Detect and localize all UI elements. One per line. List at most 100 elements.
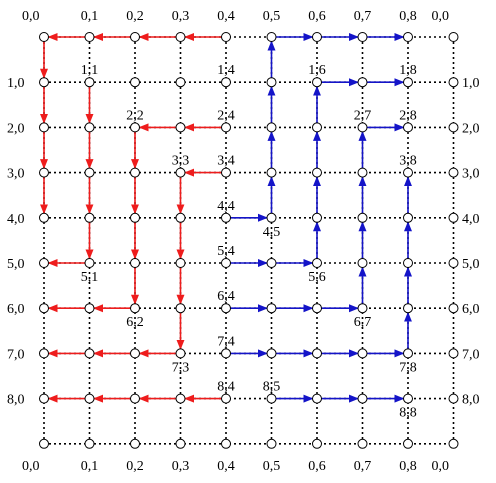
grid-node-5-4 [221, 258, 231, 268]
grid-node-6-9 [448, 303, 459, 314]
top-label-8: 0,8 [399, 9, 417, 24]
right-label-2: 2,0 [462, 121, 480, 136]
grid-node-6-5 [266, 303, 277, 314]
node-label-3-8: 3,8 [399, 154, 417, 169]
grid-node-8-8 [403, 393, 413, 404]
grid-node-5-0 [39, 258, 49, 268]
grid-node-3-4 [221, 167, 231, 178]
right-label-6: 6,0 [462, 302, 480, 317]
grid-node-1-2 [130, 77, 140, 88]
grid-node-4-6 [312, 212, 322, 223]
top-label-7: 0,7 [354, 9, 372, 24]
grid-node-6-3 [175, 303, 186, 314]
grid-node-4-0 [39, 212, 49, 223]
left-label-6: 6,0 [7, 302, 25, 317]
bottom-label-4: 0,4 [217, 459, 235, 474]
grid-node-8-7 [357, 393, 368, 404]
grid-node-8-9 [448, 393, 459, 404]
grid-node-4-4 [221, 212, 231, 223]
grid-node-8-3 [175, 393, 186, 404]
node-label-8-8: 8,8 [399, 406, 417, 421]
grid-node-9-0 [39, 438, 49, 449]
bottom-label-7: 0,7 [354, 459, 372, 474]
node-label-8-5: 8,5 [263, 380, 281, 395]
grid-node-4-3 [175, 212, 186, 223]
grid-node-4-5 [266, 212, 277, 223]
node-label-3-4: 3,4 [217, 154, 235, 169]
grid-node-4-2 [130, 212, 140, 223]
grid-nodes [39, 32, 459, 449]
node-label-4-4: 4,4 [217, 199, 235, 214]
grid-node-2-9 [448, 122, 459, 133]
left-label-8: 8,0 [7, 393, 25, 408]
grid-node-9-8 [403, 438, 413, 449]
grid-node-3-3 [175, 167, 186, 178]
right-label-3: 3,0 [462, 167, 480, 182]
node-label-1-6: 1,6 [308, 63, 326, 78]
grid-node-3-8 [403, 167, 413, 178]
top-label-4: 0,4 [217, 9, 235, 24]
grid-node-5-3 [175, 258, 186, 268]
grid-node-5-6 [312, 258, 322, 268]
top-label-9: 0,0 [432, 9, 450, 24]
grid-node-7-8 [403, 348, 413, 359]
grid-lines [43, 36, 455, 445]
node-label-5-6: 5,6 [308, 270, 326, 285]
grid-node-6-7 [357, 303, 368, 314]
grid-node-0-5 [266, 32, 277, 42]
grid-node-7-9 [448, 348, 459, 359]
grid-node-4-9 [448, 212, 459, 223]
grid-node-1-4 [221, 77, 231, 88]
grid-node-6-1 [84, 303, 95, 314]
grid-node-8-6 [312, 393, 322, 404]
bottom-label-1: 0,1 [81, 459, 99, 474]
node-label-1-4: 1,4 [217, 63, 235, 78]
node-label-2-8: 2,8 [399, 108, 417, 123]
grid-node-6-2 [130, 303, 140, 314]
left-label-3: 3,0 [7, 167, 25, 182]
grid-node-1-8 [403, 77, 413, 88]
grid-node-9-1 [84, 438, 95, 449]
grid-node-1-5 [266, 77, 277, 88]
grid-node-0-6 [312, 32, 322, 42]
node-label-2-7: 2,7 [354, 108, 372, 123]
grid-node-7-5 [266, 348, 277, 359]
bottom-label-9: 0,0 [432, 459, 450, 474]
bottom-label-3: 0,3 [172, 459, 190, 474]
node-label-6-2: 6,2 [126, 315, 144, 330]
node-label-8-4: 8,4 [217, 380, 235, 395]
node-label-6-7: 6,7 [354, 315, 372, 330]
grid-node-3-2 [130, 167, 140, 178]
top-label-0: 0,0 [22, 9, 40, 24]
grid-node-2-1 [84, 122, 95, 133]
grid-node-9-5 [266, 438, 277, 449]
grid-node-3-1 [84, 167, 95, 178]
grid-node-8-0 [39, 393, 49, 404]
grid-node-8-2 [130, 393, 140, 404]
grid-node-7-2 [130, 348, 140, 359]
top-label-5: 0,5 [263, 9, 281, 24]
grid-node-6-8 [403, 303, 413, 314]
grid-node-1-6 [312, 77, 322, 88]
grid-node-1-7 [357, 77, 368, 88]
grid-node-5-5 [266, 258, 277, 268]
node-label-7-4: 7,4 [217, 334, 235, 349]
grid-node-7-1 [84, 348, 95, 359]
node-label-5-4: 5,4 [217, 244, 235, 259]
grid-node-0-0 [39, 32, 49, 42]
grid-node-7-6 [312, 348, 322, 359]
grid-node-7-0 [39, 348, 49, 359]
grid-node-0-3 [175, 32, 186, 42]
grid-node-8-5 [266, 393, 277, 404]
top-label-2: 0,2 [126, 9, 144, 24]
right-label-5: 5,0 [462, 257, 480, 272]
node-label-5-1: 5,1 [81, 270, 99, 285]
grid-node-2-6 [312, 122, 322, 133]
grid-node-9-9 [448, 438, 459, 449]
node-labels: 0,0 0,1 0,2 0,3 0,4 0,5 0,6 0,7 0,8 0,0 0,0 0,1 0,2 0… [7, 9, 480, 474]
node-label-6-4: 6,4 [217, 289, 235, 304]
bottom-label-0: 0,0 [22, 459, 40, 474]
node-label-2-2: 2,2 [126, 108, 144, 123]
grid-node-4-7 [357, 212, 368, 223]
grid-node-8-1 [84, 393, 95, 404]
